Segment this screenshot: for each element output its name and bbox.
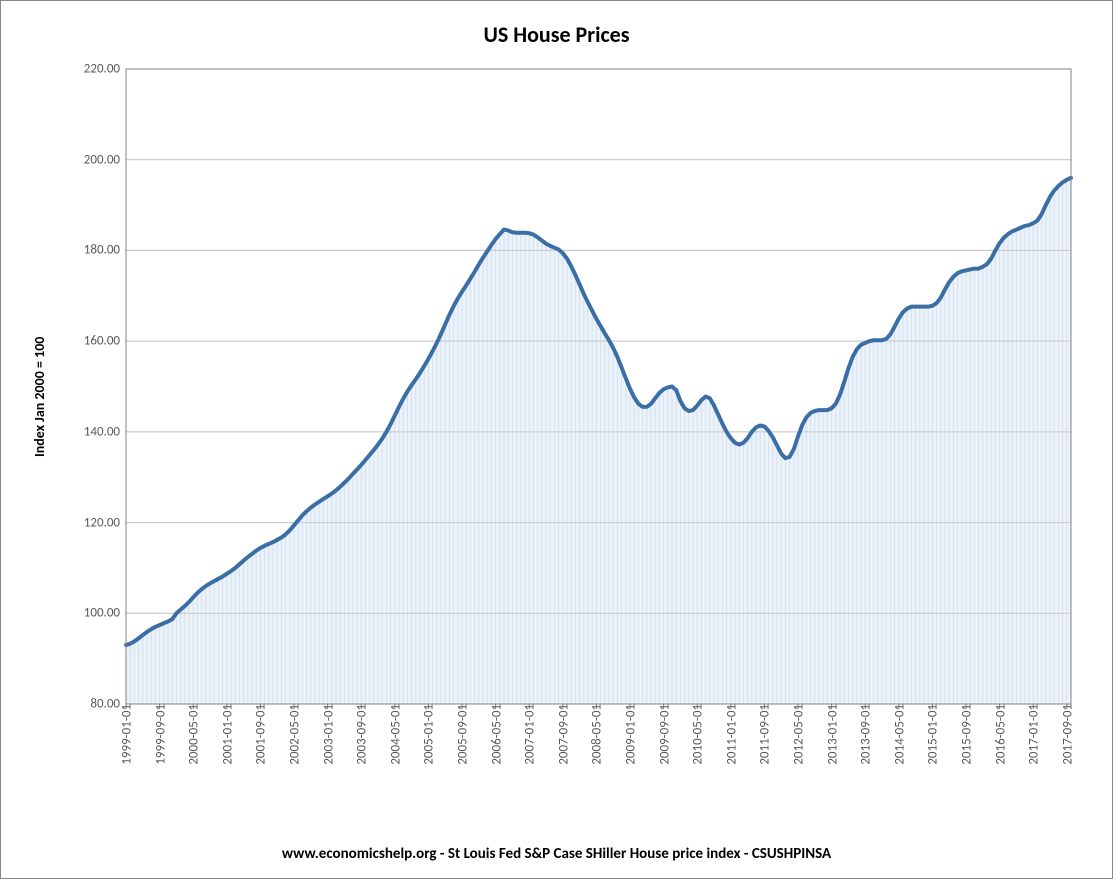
x-tick-label: 2003-01-01: [319, 704, 336, 765]
x-tick-label: 2005-09-01: [454, 704, 471, 765]
x-tick-label: 2005-01-01: [420, 704, 437, 765]
x-tick-label: 2015-09-01: [958, 704, 975, 765]
x-tick-label: 2009-01-01: [622, 704, 639, 765]
x-tick-label: 2001-01-01: [218, 704, 235, 765]
x-tick-label: 2006-05-01: [487, 704, 504, 765]
x-tick-label: 2000-05-01: [185, 704, 202, 765]
y-tick-label: 100.00: [84, 606, 126, 621]
y-tick-label: 140.00: [84, 424, 126, 439]
chart-title: US House Prices: [1, 21, 1112, 48]
x-tick-label: 2013-01-01: [823, 704, 840, 765]
x-tick-label: 1999-01-01: [118, 704, 135, 765]
x-tick-label: 2001-09-01: [252, 704, 269, 765]
x-tick-label: 2011-09-01: [756, 704, 773, 765]
x-tick-label: 2009-09-01: [655, 704, 672, 765]
y-tick-label: 160.00: [84, 334, 126, 349]
x-tick-label: 2002-05-01: [286, 704, 303, 765]
x-tick-label: 2007-09-01: [554, 704, 571, 765]
x-tick-label: 2008-05-01: [588, 704, 605, 765]
x-tick-label: 2016-05-01: [991, 704, 1008, 765]
x-tick-label: 2011-01-01: [722, 704, 739, 765]
x-tick-label: 2004-05-01: [386, 704, 403, 765]
plot-area: 80.00100.00120.00140.00160.00180.00200.0…: [126, 69, 1071, 704]
y-tick-label: 120.00: [84, 515, 126, 530]
line-area-chart: [126, 69, 1071, 704]
x-tick-label: 2007-01-01: [521, 704, 538, 765]
x-tick-label: 2003-09-01: [353, 704, 370, 765]
x-tick-label: 2017-01-01: [1025, 704, 1042, 765]
y-tick-label: 200.00: [84, 152, 126, 167]
x-tick-label: 2012-05-01: [790, 704, 807, 765]
y-tick-label: 220.00: [84, 62, 126, 77]
y-tick-label: 180.00: [84, 243, 126, 258]
x-tick-label: 2015-01-01: [924, 704, 941, 765]
chart-source-label: www.economicshelp.org - St Louis Fed S&P…: [1, 845, 1112, 863]
x-tick-label: 2017-09-01: [1058, 704, 1075, 765]
x-tick-label: 2013-09-01: [857, 704, 874, 765]
x-tick-label: 1999-09-01: [151, 704, 168, 765]
y-axis-title: Index Jan 2000 = 100: [31, 336, 48, 456]
x-tick-label: 2014-05-01: [890, 704, 907, 765]
chart-container: US House Prices 80.00100.00120.00140.001…: [0, 0, 1113, 879]
x-tick-label: 2010-05-01: [689, 704, 706, 765]
